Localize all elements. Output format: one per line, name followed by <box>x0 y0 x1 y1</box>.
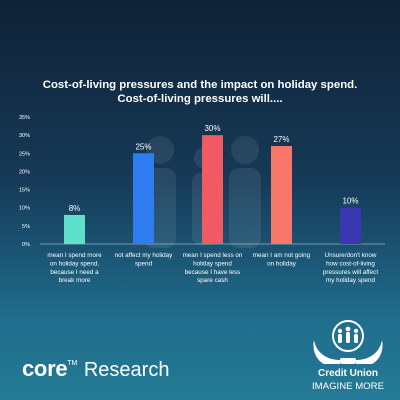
category-label: mean I spend less on holiday spend because… <box>183 252 243 284</box>
core-logo-research: Research <box>83 359 170 381</box>
core-logo-word: core <box>22 356 68 381</box>
category-label-line: not affect my holiday <box>115 252 173 259</box>
bar <box>64 214 85 244</box>
data-label: 8% <box>69 204 81 213</box>
y-tick-label: 25% <box>19 151 30 157</box>
y-tick-label: 20% <box>19 169 30 175</box>
bar <box>133 153 154 244</box>
category-label-line: mean I am not going <box>253 252 311 259</box>
credit-union-logo-icon <box>313 320 383 364</box>
bar <box>271 146 292 244</box>
credit-union-tagline: IMAGINE MORE <box>312 381 384 392</box>
chart-title: Cost-of-living pressures and the impact … <box>20 78 380 106</box>
y-tick-label: 5% <box>22 224 30 230</box>
category-label-line: Unsure/don't know <box>325 252 377 259</box>
category-label-line: mean I spend more <box>47 252 102 259</box>
core-logo-tm: TM <box>67 360 78 367</box>
chart-category-labels: mean I spend more on holiday spend, becaus… <box>47 252 378 284</box>
category-label-line: because I have less <box>185 269 241 276</box>
category-label-line: pressures will affect <box>323 269 378 276</box>
y-tick-label: 35% <box>19 115 30 121</box>
data-label: 10% <box>342 197 358 206</box>
y-tick-label: 0% <box>22 242 30 248</box>
category-label-line: my holiday spend <box>326 277 376 284</box>
category-label: mean I am not going on holiday <box>253 252 311 267</box>
y-tick-label: 10% <box>19 206 30 212</box>
data-label: 25% <box>135 142 151 151</box>
category-label: not affect my holiday spend <box>115 252 173 267</box>
bar <box>202 135 223 244</box>
chart-bars <box>64 135 361 244</box>
category-label: mean I spend more on holiday spend, becaus… <box>47 252 102 284</box>
category-label-line: break more <box>59 277 91 284</box>
category-label-line: on holiday <box>267 260 297 267</box>
core-research-logo: coreTM Research <box>22 356 169 382</box>
data-label: 30% <box>204 124 220 133</box>
category-label-line: spare cash <box>197 277 228 284</box>
chart-title-line-1: Cost-of-living pressures and the impact … <box>42 79 358 91</box>
y-tick-label: 15% <box>19 188 30 194</box>
y-tick-label: 30% <box>19 133 30 139</box>
chart-title-line-2: Cost-of-living pressures will.... <box>117 93 283 105</box>
category-label-line: how cost-of-living <box>326 260 375 267</box>
category-label-line: because I need a <box>50 269 99 276</box>
credit-union-name: Credit Union <box>318 368 378 379</box>
category-label-line: on holiday spend, <box>50 260 100 267</box>
category-label-line: holiday spend <box>193 260 232 267</box>
chart-data-labels: 8% 25% 30% 27% 10% <box>69 124 359 213</box>
category-label-line: mean I spend less on <box>183 252 243 259</box>
category-label-line: spend <box>135 260 153 267</box>
category-label: Unsure/don't know how cost-of-living press… <box>323 252 378 284</box>
bar <box>340 207 361 244</box>
data-label: 27% <box>273 135 289 144</box>
